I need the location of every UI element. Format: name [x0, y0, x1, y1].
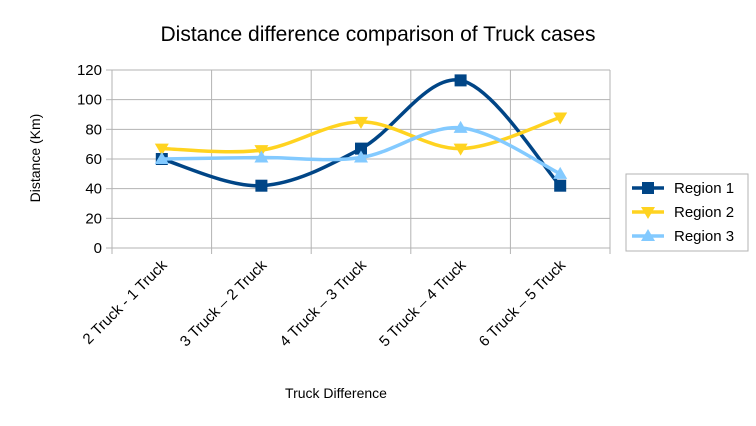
x-tick-label: 6 Truck – 5 Truck	[476, 256, 570, 350]
series-region-3	[154, 120, 568, 179]
data-point-region-2	[553, 112, 568, 125]
y-tick-label: 80	[85, 121, 102, 138]
legend-label-region-3: Region 3	[674, 228, 734, 245]
y-axis: 0 20 40 60 80 100 120	[77, 62, 112, 257]
data-point-region-2	[154, 143, 169, 156]
data-point-region-3	[154, 152, 169, 164]
data-point-region-2	[354, 116, 368, 129]
series-group	[154, 74, 568, 192]
data-point-region-3	[354, 150, 368, 163]
legend: Region 1 Region 2 Region 3	[625, 173, 749, 252]
data-point-region-3	[553, 166, 568, 179]
data-point-region-1	[255, 179, 268, 192]
data-point-region-3	[254, 150, 269, 163]
y-tick-label: 40	[85, 181, 102, 198]
legend-marker-region-2	[641, 207, 655, 219]
legend-marker-region-1	[642, 182, 654, 194]
x-tick-label: 5 Truck – 4 Truck	[376, 256, 470, 350]
series-region-1	[155, 74, 567, 192]
y-tick-label: 20	[85, 210, 102, 227]
legend-label-region-2: Region 2	[674, 204, 734, 221]
series-region-2	[154, 112, 568, 158]
data-point-region-2	[453, 143, 468, 156]
x-tick-label: 2 Truck - 1 Truck	[80, 256, 171, 347]
y-axis-label: Distance (Km)	[27, 114, 43, 203]
grid	[111, 69, 611, 254]
y-tick-label: 100	[77, 92, 102, 109]
data-point-region-1	[454, 74, 467, 87]
y-tick-label: 60	[85, 151, 102, 168]
x-axis-label: Truck Difference	[285, 385, 387, 401]
data-point-region-1	[355, 142, 367, 155]
x-tick-label: 4 Truck – 3 Truck	[276, 256, 370, 350]
y-tick-label: 120	[77, 62, 102, 79]
x-axis: 2 Truck - 1 Truck 3 Truck – 2 Truck 4 Truc…	[80, 256, 570, 350]
series-line-region-1	[160, 78, 562, 188]
x-tick-label: 3 Truck – 2 Truck	[177, 256, 271, 350]
data-point-region-1	[554, 179, 567, 192]
legend-marker-region-3	[641, 229, 655, 241]
chart-title: Distance difference comparison of Truck …	[161, 23, 596, 46]
legend-label-region-1: Region 1	[674, 180, 734, 197]
y-tick-label: 0	[94, 240, 102, 257]
data-point-region-3	[453, 120, 468, 133]
